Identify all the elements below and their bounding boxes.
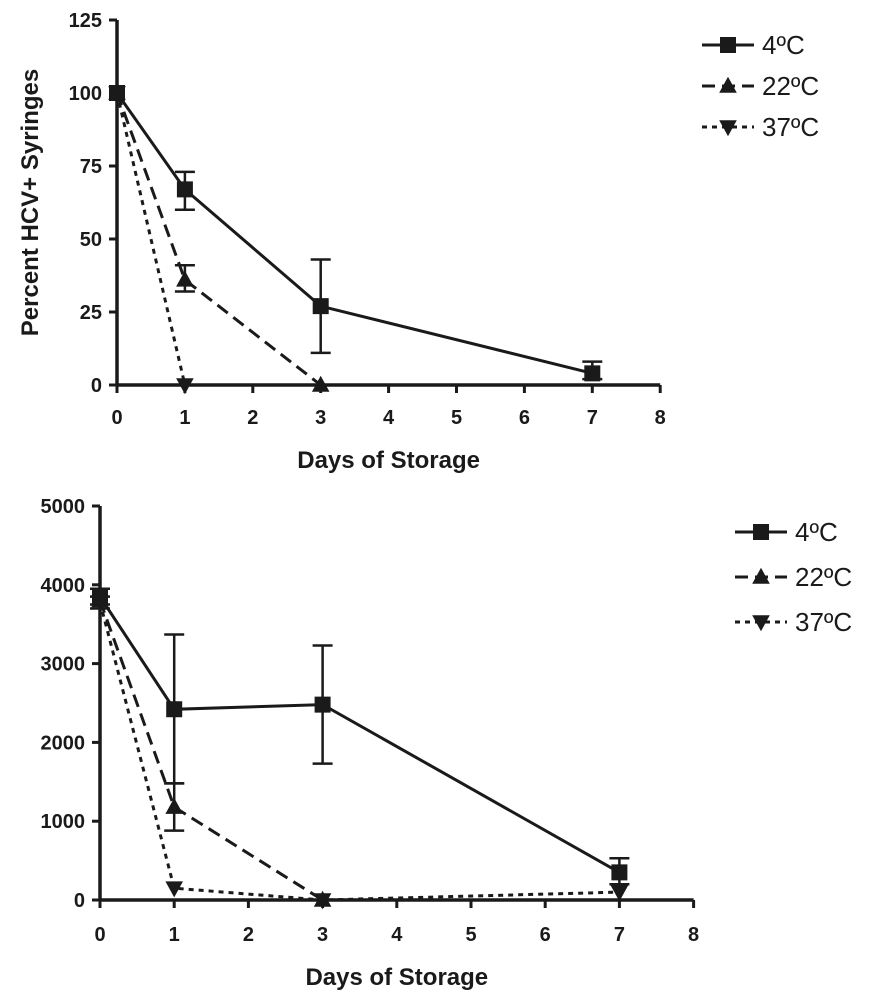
x-tick-label: 3 [317, 924, 328, 946]
legend-marker [720, 37, 736, 53]
data-point [610, 885, 629, 902]
data-point [166, 701, 183, 718]
data-point [312, 298, 329, 315]
legend-label: 22ºC [795, 562, 852, 592]
data-point [584, 365, 601, 382]
y-tick-label: 75 [80, 156, 102, 178]
legend-label: 22ºC [762, 71, 819, 101]
y-tick-label: 4000 [41, 575, 86, 597]
data-point [314, 696, 331, 713]
series-2 [108, 83, 330, 392]
data-point [176, 181, 193, 198]
series-3 [108, 86, 194, 395]
x-tick-label: 1 [169, 924, 180, 946]
legend: 4ºC 22ºC 37ºC [735, 517, 852, 637]
chart-panel-1: 0 25 50 75 100 125 0 1 2 3 4 5 6 7 8 Days of Storage Per… [17, 10, 819, 474]
x-tick-label: 3 [315, 407, 326, 429]
x-tick-label: 2 [247, 407, 258, 429]
x-tick-label: 1 [179, 407, 190, 429]
data-point [108, 86, 126, 103]
y-tick-label: 0 [74, 890, 85, 912]
legend: 4ºC 22ºC 37ºC [702, 30, 819, 142]
data-point [165, 797, 183, 814]
legend-label: 37ºC [762, 112, 819, 142]
y-tick-label: 2000 [41, 732, 86, 754]
data-point [176, 270, 194, 287]
legend-marker [752, 615, 770, 632]
legend-label: 4ºC [762, 30, 805, 60]
x-tick-label: 7 [587, 407, 598, 429]
series-3 [91, 595, 629, 910]
y-tick-label: 5000 [41, 496, 86, 518]
y-tick-label: 125 [69, 10, 102, 32]
series-line [98, 601, 620, 902]
y-axis-title: Percent HCV+ Syringes [17, 69, 44, 336]
x-tick-label: 4 [391, 924, 403, 946]
y-tick-label: 3000 [41, 654, 86, 676]
legend-marker [753, 524, 769, 540]
x-tick-label: 7 [614, 924, 625, 946]
y-tick-label: 0 [91, 375, 102, 397]
y-tick-label: 50 [80, 229, 102, 251]
x-tick-label: 5 [451, 407, 462, 429]
series-line [115, 92, 187, 386]
x-tick-label: 0 [94, 924, 105, 946]
series-1 [109, 85, 603, 382]
chart-panel-2: 0 1000 2000 3000 4000 5000 0 1 2 3 4 5 6 7 8 Days of St… [41, 496, 853, 991]
series-1 [90, 587, 630, 886]
y-tick-label: 100 [69, 83, 102, 105]
y-tick-label: 25 [80, 302, 102, 324]
x-tick-label: 8 [688, 924, 699, 946]
legend-marker [752, 567, 770, 584]
x-tick-label: 6 [540, 924, 551, 946]
x-tick-label: 6 [519, 407, 530, 429]
x-axis-title: Days of Storage [305, 964, 488, 991]
data-point [165, 881, 183, 898]
data-point [91, 595, 109, 612]
series-line [115, 92, 322, 387]
x-tick-label: 2 [243, 924, 254, 946]
legend-label: 37ºC [795, 607, 852, 637]
x-tick-label: 8 [655, 407, 666, 429]
legend-label: 4ºC [795, 517, 838, 547]
y-tick-label: 1000 [41, 811, 86, 833]
x-tick-label: 0 [111, 407, 122, 429]
series-line [115, 92, 593, 375]
x-tick-label: 5 [465, 924, 476, 946]
data-point [176, 378, 194, 395]
legend-marker [719, 120, 737, 137]
data-point [611, 864, 628, 881]
series-line [98, 595, 621, 874]
legend-marker [719, 76, 737, 93]
data-point [311, 375, 330, 392]
x-tick-label: 4 [383, 407, 395, 429]
x-axis-title: Days of Storage [297, 447, 480, 474]
data-point [313, 893, 332, 910]
